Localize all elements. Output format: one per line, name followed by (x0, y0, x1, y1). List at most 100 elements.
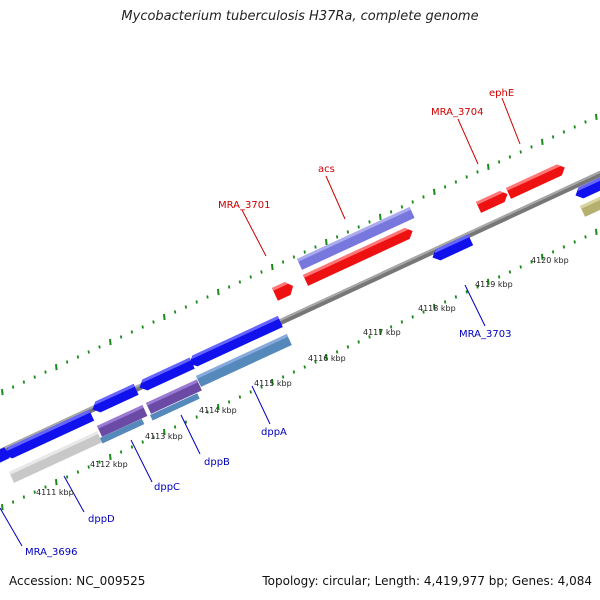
inner-tick-mark (443, 300, 447, 304)
callout-line-mra-3704 (457, 118, 479, 165)
axis-tick-label: 4114 kbp (199, 406, 237, 415)
gene-arrow-dppb (139, 357, 195, 391)
outer-tick-mark (551, 135, 555, 139)
gene-arrow-mra-3703 (432, 234, 474, 261)
inner-tick-mark (281, 375, 285, 379)
inner-tick-mark (454, 295, 458, 299)
inner-tick-mark (573, 240, 576, 244)
outer-tick-mark (573, 125, 576, 129)
inner-tick-mark (379, 328, 382, 335)
inner-tick-mark (584, 235, 587, 239)
outer-tick-mark (519, 150, 522, 154)
inner-tick-mark (292, 370, 296, 374)
inner-tick-mark (98, 460, 101, 464)
outer-tick-mark (400, 205, 404, 209)
gene-arrow-dppc (92, 383, 139, 413)
gene-label-dppc[interactable]: dppC (154, 482, 180, 493)
inner-tick-mark (238, 395, 242, 399)
inner-tick-mark (119, 450, 123, 454)
inner-tick-mark (595, 228, 598, 235)
inner-tick-mark (22, 495, 26, 499)
outer-tick-mark (476, 170, 479, 174)
inner-tick-mark (1, 504, 4, 511)
callout-line-mra-3696 (0, 507, 23, 547)
gene-label-mra-3701[interactable]: MRA_3701 (218, 200, 270, 211)
outer-tick-mark (303, 250, 306, 254)
inner-tick-mark (314, 360, 317, 364)
inner-tick-mark (519, 265, 522, 269)
cds-bar-acs (297, 206, 415, 270)
axis-tick-label: 4119 kbp (475, 280, 513, 289)
inner-tick-mark (217, 403, 220, 411)
gene-label-mra-3704[interactable]: MRA_3704 (431, 107, 483, 118)
inner-tick-mark (65, 475, 69, 479)
outer-tick-mark (346, 230, 350, 234)
inner-tick-mark (195, 415, 198, 419)
outer-tick-mark (433, 188, 436, 195)
gene-arrow-dppa (189, 316, 283, 367)
gene-label-dppa[interactable]: dppA (261, 427, 287, 438)
cds-bar-dppc (97, 405, 148, 437)
inner-tick-mark (163, 428, 166, 436)
outer-tick-mark (152, 320, 155, 324)
inner-tick-mark (541, 253, 544, 260)
callout-line-ephe (501, 97, 521, 145)
axis-tick-label: 4111 kbp (36, 488, 74, 497)
gene-arrow-left-edge (0, 447, 10, 465)
gene-label-mra-3703[interactable]: MRA_3703 (459, 329, 511, 340)
outer-tick-mark (281, 260, 285, 264)
cds-bar-dppd (9, 431, 103, 483)
callout-line-mra-3703 (464, 284, 486, 327)
gene-label-acs[interactable]: acs (318, 164, 335, 175)
inner-tick-mark (260, 385, 263, 389)
outer-tick-mark (508, 155, 512, 159)
inner-tick-mark (411, 315, 414, 319)
outer-tick-mark (260, 270, 263, 274)
accession-text: Accession: NC_009525 (9, 574, 146, 588)
outer-tick-mark (44, 370, 47, 374)
gene-arrow-acs (303, 228, 413, 286)
outer-tick-mark (163, 313, 166, 321)
outer-tick-mark (292, 255, 296, 259)
outer-tick-mark (422, 195, 425, 199)
outer-tick-mark (184, 305, 188, 309)
gene-label-mra-3696[interactable]: MRA_3696 (25, 547, 77, 558)
inner-tick-mark (562, 245, 566, 249)
inner-tick-mark (109, 453, 112, 461)
axis-tick-label: 4117 kbp (363, 328, 401, 337)
axis-tick-label: 4116 kbp (308, 354, 346, 363)
outer-tick-mark (227, 285, 231, 289)
outer-tick-mark (314, 245, 317, 249)
cds-bar-dppa (196, 334, 292, 387)
inner-tick-mark (55, 479, 58, 486)
inner-tick-mark (368, 335, 371, 339)
outer-tick-mark (541, 138, 544, 145)
callout-line-dppa (251, 385, 271, 425)
outer-tick-row (1, 113, 598, 396)
gene-callout-lines (0, 97, 521, 547)
outer-tick-mark (173, 310, 177, 314)
outer-tick-mark (584, 120, 587, 124)
gene-label-ephe[interactable]: ephE (489, 88, 514, 99)
inner-tick-mark (476, 285, 479, 289)
outer-tick-mark (22, 380, 26, 384)
gene-label-dppd[interactable]: dppD (88, 514, 115, 525)
axis-tick-label: 4115 kbp (254, 379, 292, 388)
gene-arrow-mra-3701 (272, 282, 294, 301)
inner-tick-mark (76, 470, 80, 474)
gene-label-dppb[interactable]: dppB (204, 457, 230, 468)
inner-tick-mark (433, 303, 436, 310)
inner-tick-mark (249, 390, 252, 394)
outer-tick-mark (487, 163, 490, 170)
outer-tick-mark (368, 220, 371, 224)
reverse-cds-features (9, 189, 600, 483)
inner-tick-mark (11, 500, 15, 504)
inner-tick-mark (325, 353, 328, 361)
inner-tick-mark (184, 420, 188, 424)
outer-tick-mark (98, 345, 101, 349)
callout-line-mra-3701 (241, 209, 267, 257)
gene-labels: MRA_3701 acs MRA_3704 ephE MRA_3703 dppA… (25, 88, 514, 558)
cds-bar-dppb-steel (150, 393, 200, 421)
